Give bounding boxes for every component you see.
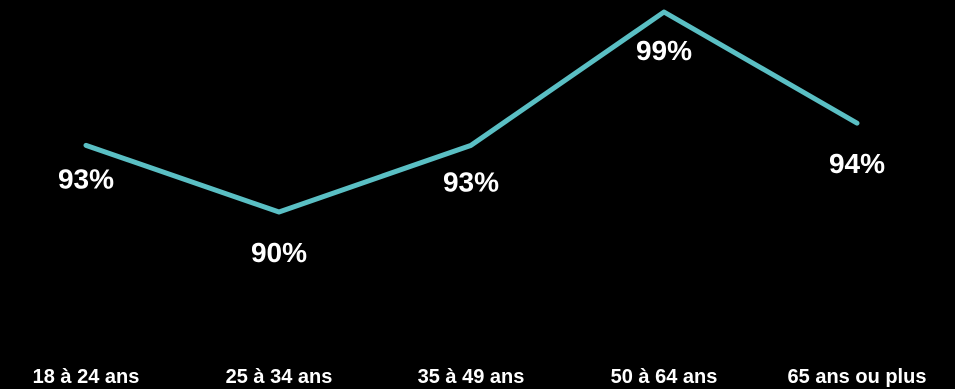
- data-label: 99%: [636, 35, 692, 66]
- series-line: [83, 9, 860, 215]
- data-label: 93%: [443, 166, 499, 197]
- x-tick-label: 25 à 34 ans: [226, 366, 333, 388]
- data-label: 93%: [58, 163, 114, 194]
- series-line-layer: [83, 9, 860, 215]
- x-tick-label: 50 à 64 ans: [611, 366, 718, 388]
- data-label: 90%: [251, 237, 307, 268]
- data-label-layer: 93% 90% 93% 99% 94%: [58, 35, 885, 268]
- x-tick-label: 35 à 49 ans: [418, 366, 525, 388]
- x-axis: 18 à 24 ans 25 à 34 ans 35 à 49 ans 50 à 64…: [33, 366, 927, 388]
- x-tick-label: 65 ans ou plus: [788, 366, 927, 388]
- x-tick-label: 18 à 24 ans: [33, 366, 140, 388]
- data-label: 94%: [829, 148, 885, 179]
